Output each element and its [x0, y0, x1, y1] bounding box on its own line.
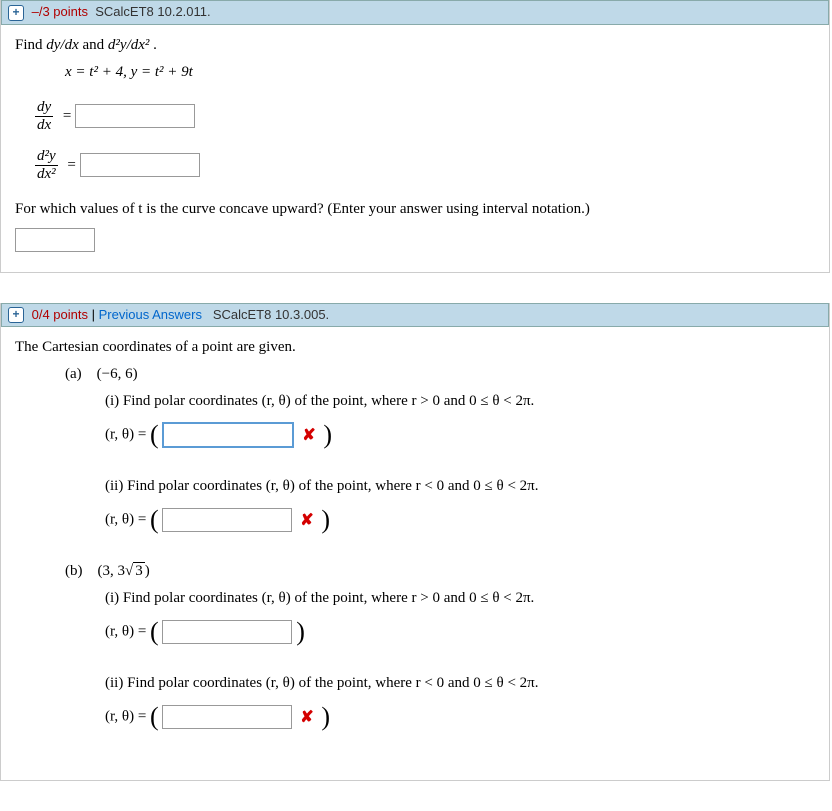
close-paren: ) — [321, 505, 330, 534]
q1-d2y-dx2-row: d²y dx² = — [35, 148, 815, 183]
concave-input[interactable] — [15, 228, 95, 252]
coord-prefix: (3, 3 — [98, 563, 126, 579]
separator: | — [92, 307, 99, 322]
source-text: SCalcET8 10.2.011. — [92, 4, 211, 19]
open-paren: ( — [150, 702, 159, 731]
field-label: (r, θ) = — [105, 709, 150, 725]
question-2-header: + 0/4 points | Previous Answers SCalcET8… — [1, 303, 829, 328]
expand-icon[interactable]: + — [8, 307, 24, 323]
equals-sign: = — [67, 157, 75, 173]
part-b-ii: (ii) Find polar coordinates (r, θ) of th… — [105, 675, 815, 732]
a-i-prompt: (i) Find polar coordinates (r, θ) of the… — [105, 393, 815, 410]
q1-concave-row — [15, 228, 815, 252]
source-text: SCalcET8 10.3.005. — [206, 307, 330, 322]
dy-dx-input[interactable] — [75, 104, 195, 128]
question-1-content: Find dy/dx and d²y/dx² . x = t² + 4, y =… — [1, 25, 829, 272]
part-a-ii: (ii) Find polar coordinates (r, θ) of th… — [105, 478, 815, 535]
a-ii-answer-row: (r, θ) = ( ✘ ) — [105, 505, 815, 535]
close-paren: ) — [321, 702, 330, 731]
q1-concave-prompt: For which values of t is the curve conca… — [15, 201, 815, 218]
part-b-i: (i) Find polar coordinates (r, θ) of the… — [105, 590, 815, 647]
wrong-icon: ✘ — [298, 427, 319, 444]
a-ii-input[interactable] — [162, 508, 292, 532]
previous-answers-link[interactable]: Previous Answers — [99, 307, 202, 322]
d2y-dx2-label: d²y dx² — [35, 148, 58, 183]
b-ii-input[interactable] — [162, 705, 292, 729]
dy-dx-label: dy dx — [35, 99, 53, 134]
a-ii-prompt: (ii) Find polar coordinates (r, θ) of th… — [105, 478, 815, 495]
points-text: 0/4 points — [32, 307, 88, 322]
b-i-prompt: (i) Find polar coordinates (r, θ) of the… — [105, 590, 815, 607]
a-i-answer-row: (r, θ) = ( ✘ ) — [105, 420, 815, 450]
d2y-dx2-input[interactable] — [80, 153, 200, 177]
points-text: –/3 points — [32, 4, 88, 19]
q1-prompt: Find dy/dx and d²y/dx² . — [15, 37, 815, 54]
wrong-icon: ✘ — [296, 709, 317, 726]
close-paren: ) — [296, 617, 305, 646]
wrong-icon: ✘ — [296, 512, 317, 529]
coord-suffix: ) — [145, 563, 150, 579]
field-label: (r, θ) = — [105, 624, 150, 640]
sqrt-symbol: √ — [125, 563, 133, 579]
part-b-label: (b) (3, 3√3) — [65, 563, 815, 580]
question-1: + –/3 points SCalcET8 10.2.011. Find dy/… — [0, 0, 830, 273]
equals-sign: = — [63, 108, 71, 124]
q1-dy-dx-row: dy dx = — [35, 99, 815, 134]
close-paren: ) — [323, 420, 332, 449]
b-i-answer-row: (r, θ) = ( ) — [105, 617, 815, 647]
field-label: (r, θ) = — [105, 427, 150, 443]
question-2-content: The Cartesian coordinates of a point are… — [1, 327, 829, 780]
question-1-header: + –/3 points SCalcET8 10.2.011. — [1, 0, 829, 25]
b-ii-answer-row: (r, θ) = ( ✘ ) — [105, 702, 815, 732]
part-a-label: (a) (−6, 6) — [65, 366, 815, 383]
b-ii-prompt: (ii) Find polar coordinates (r, θ) of th… — [105, 675, 815, 692]
sqrt-radicand: 3 — [133, 562, 145, 579]
a-i-input[interactable] — [162, 422, 294, 448]
q1-equations: x = t² + 4, y = t² + 9t — [65, 64, 815, 81]
part-a-i: (i) Find polar coordinates (r, θ) of the… — [105, 393, 815, 450]
question-2: + 0/4 points | Previous Answers SCalcET8… — [0, 303, 830, 782]
field-label: (r, θ) = — [105, 512, 150, 528]
expand-icon[interactable]: + — [8, 5, 24, 21]
open-paren: ( — [150, 505, 159, 534]
open-paren: ( — [150, 420, 159, 449]
b-i-input[interactable] — [162, 620, 292, 644]
open-paren: ( — [150, 617, 159, 646]
q2-prompt: The Cartesian coordinates of a point are… — [15, 339, 815, 356]
